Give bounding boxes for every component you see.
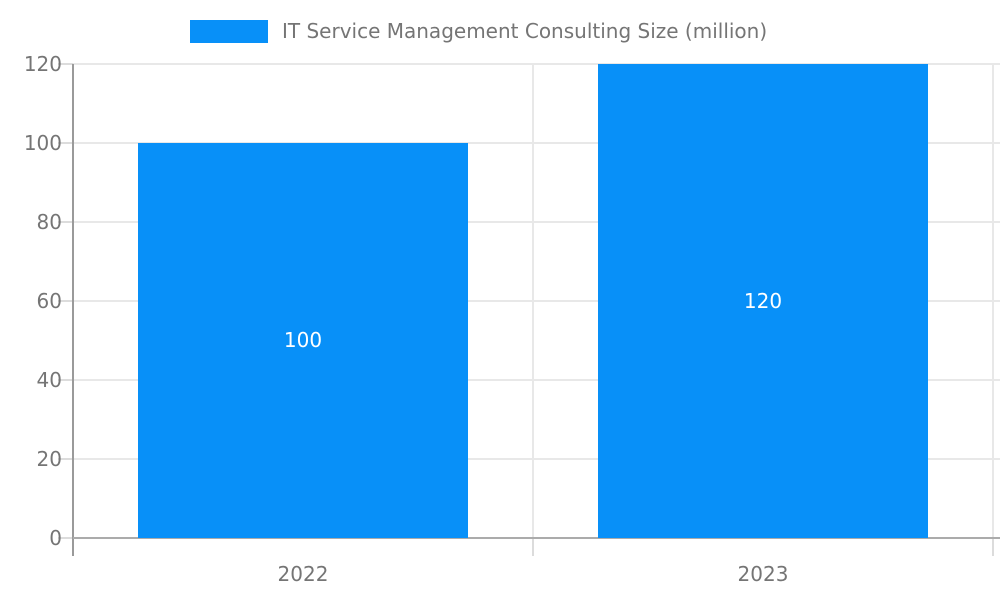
bar-2022: 100 bbox=[138, 142, 468, 538]
y-axis-tick-mark bbox=[58, 378, 73, 381]
y-axis-tick-mark bbox=[58, 220, 73, 223]
gridline-horizontal bbox=[73, 141, 1000, 144]
gridline-vertical bbox=[992, 63, 994, 538]
bar-value-label: 120 bbox=[743, 288, 783, 313]
bar-2023: 120 bbox=[598, 63, 928, 538]
y-axis-line bbox=[72, 63, 74, 556]
x-axis-category-label: 2022 bbox=[277, 562, 329, 586]
gridline-horizontal bbox=[73, 62, 1000, 65]
gridline-vertical bbox=[532, 63, 534, 538]
y-axis-tick-label: 40 bbox=[36, 367, 62, 392]
y-axis-tick-mark bbox=[58, 537, 73, 539]
y-axis-tick-mark bbox=[58, 457, 73, 460]
bar-value-label: 100 bbox=[283, 328, 323, 353]
x-axis-tick-mark bbox=[992, 538, 994, 556]
y-axis-tick-label: 20 bbox=[36, 446, 62, 471]
y-axis-tick-label: 80 bbox=[36, 209, 62, 234]
y-axis-tick-label: 100 bbox=[23, 130, 62, 155]
y-axis-tick-label: 0 bbox=[49, 526, 62, 550]
gridline-horizontal bbox=[73, 457, 1000, 460]
legend-series-label: IT Service Management Consulting Size (m… bbox=[282, 19, 768, 43]
gridline-horizontal bbox=[73, 378, 1000, 381]
y-axis-tick-mark bbox=[58, 141, 73, 144]
y-axis-tick-mark bbox=[58, 299, 73, 302]
x-axis-tick-mark bbox=[532, 538, 534, 556]
gridline-horizontal bbox=[73, 220, 1000, 223]
legend-color-swatch bbox=[190, 20, 268, 43]
gridline-horizontal bbox=[73, 299, 1000, 302]
y-axis-tick-label: 60 bbox=[36, 288, 62, 313]
x-axis-line bbox=[73, 537, 1000, 539]
y-axis-tick-mark bbox=[58, 62, 73, 65]
x-axis-category-label: 2023 bbox=[737, 562, 789, 586]
y-axis-tick-label: 120 bbox=[23, 51, 62, 76]
